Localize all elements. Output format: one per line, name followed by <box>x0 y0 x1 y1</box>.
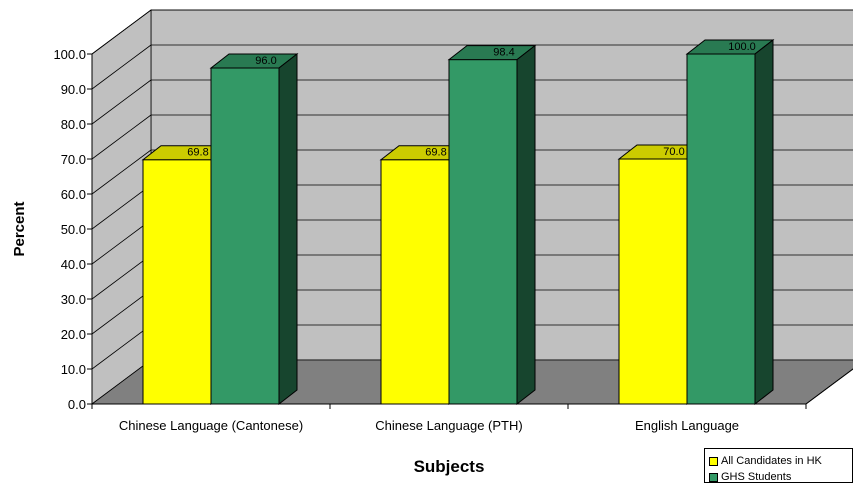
y-tick-label: 90.0 <box>61 82 86 97</box>
bar-front <box>380 159 450 405</box>
y-axis-title: Percent <box>11 201 28 256</box>
legend-swatch-ghs-students <box>709 472 718 482</box>
x-tick-label: Chinese Language (PTH) <box>375 418 522 433</box>
y-tick-label: 70.0 <box>61 152 86 167</box>
data-label: 69.8 <box>187 147 208 159</box>
data-label: 69.8 <box>425 147 446 159</box>
bar-front <box>210 67 280 405</box>
y-tick-label: 50.0 <box>61 222 86 237</box>
y-tick-label: 80.0 <box>61 117 86 132</box>
data-label: 70.0 <box>663 146 684 158</box>
y-tick-label: 30.0 <box>61 292 86 307</box>
gridline-side <box>91 9 152 55</box>
bar-side <box>754 38 774 406</box>
bar-front <box>618 158 688 405</box>
gridline-side <box>91 289 152 335</box>
gridline-side <box>91 79 152 125</box>
legend-label-all-candidates: All Candidates in HK <box>721 455 822 467</box>
gridline-side <box>91 219 152 265</box>
x-axis-title: Subjects <box>414 457 485 476</box>
gridline-side <box>91 114 152 160</box>
bar-front <box>142 159 212 405</box>
bar-side <box>516 44 536 406</box>
y-tick-label: 0.0 <box>68 397 86 412</box>
y-tick-label: 40.0 <box>61 257 86 272</box>
bar-side <box>278 52 298 406</box>
data-label: 100.0 <box>728 41 756 53</box>
y-tick-label: 10.0 <box>61 362 86 377</box>
gridline-side <box>91 184 152 230</box>
floor-right-edge <box>805 368 853 405</box>
data-label: 98.4 <box>493 47 514 59</box>
bar-front <box>686 53 756 405</box>
gridline-side <box>91 149 152 195</box>
y-tick-label: 100.0 <box>53 47 86 62</box>
legend-swatch-all-candidates <box>709 456 718 466</box>
legend-item-all-candidates: All Candidates in HK <box>709 454 822 468</box>
legend: All Candidates in HK GHS Students <box>704 448 853 483</box>
bar-front <box>448 59 518 405</box>
gridline-side <box>91 254 152 300</box>
x-tick-label: English Language <box>635 418 739 433</box>
gridline-side <box>91 324 152 370</box>
data-label: 96.0 <box>255 55 276 67</box>
y-tick-label: 60.0 <box>61 187 86 202</box>
x-tick-label: Chinese Language (Cantonese) <box>119 418 303 433</box>
gridline-side <box>91 44 152 90</box>
legend-label-ghs-students: GHS Students <box>721 471 792 483</box>
y-tick-label: 20.0 <box>61 327 86 342</box>
legend-item-ghs-students: GHS Students <box>709 470 792 483</box>
